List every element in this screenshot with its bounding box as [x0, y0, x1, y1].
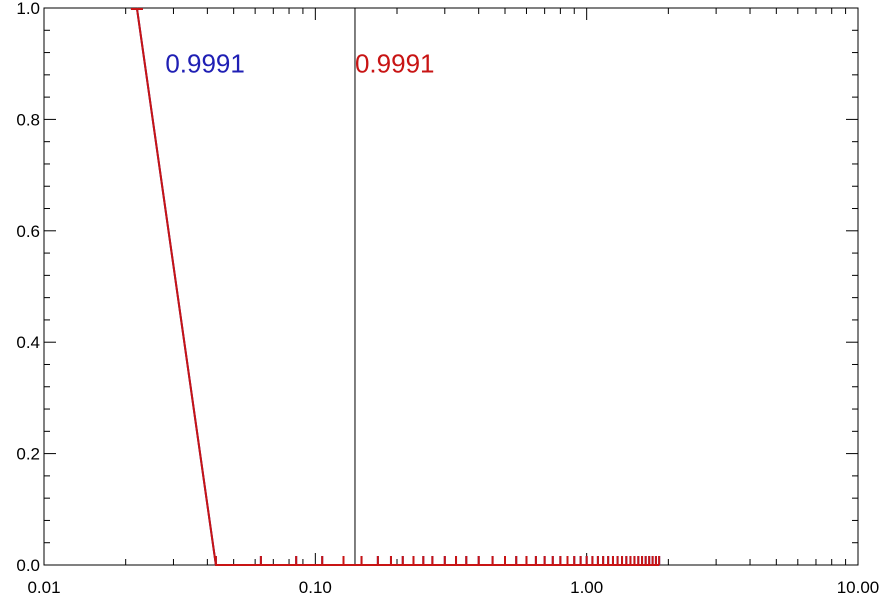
series-line — [135, 7, 660, 566]
y-tick-label: 0.0 — [16, 556, 40, 575]
y-tick-label: 1.0 — [16, 0, 40, 18]
x-tick-label: 0.10 — [299, 578, 332, 597]
plot-frame — [43, 7, 859, 566]
value-annotation: 0.9991 — [165, 49, 245, 79]
y-tick-label: 0.2 — [16, 445, 40, 464]
axes — [43, 7, 859, 566]
series-line — [135, 7, 660, 566]
plot-area — [130, 7, 661, 566]
x-tick-label: 0.01 — [27, 578, 60, 597]
y-tick-label: 0.8 — [16, 110, 40, 129]
value-annotation: 0.9991 — [355, 49, 435, 79]
labels: 0.01 0.10 1.00 10.00 0.0 0.2 0.4 0.6 0.8 1.0 0.999… — [16, 0, 879, 597]
ticks — [43, 7, 859, 566]
x-tick-label: 10.00 — [837, 578, 880, 597]
x-tick-label: 1.00 — [570, 578, 603, 597]
y-tick-label: 0.6 — [16, 222, 40, 241]
y-tick-label: 0.4 — [16, 333, 40, 352]
